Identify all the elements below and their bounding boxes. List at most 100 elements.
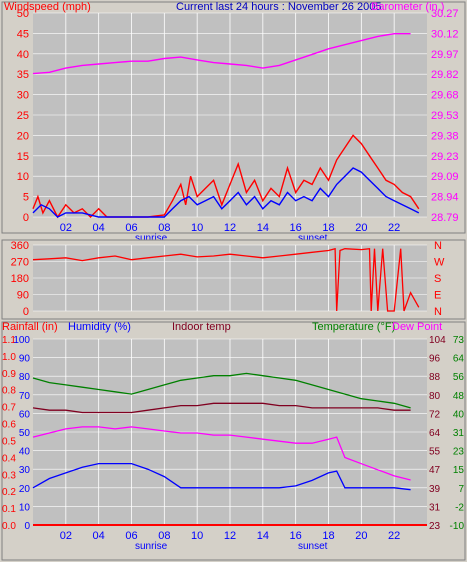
windspeed-tick-label: 20	[17, 130, 29, 142]
dewpoint-tick-label: 73	[453, 335, 465, 346]
hour-tick-label-bottom: 10	[191, 530, 203, 542]
rainfall-tick-label: 0.0	[2, 521, 16, 532]
humidity-tick-label: 100	[13, 335, 30, 346]
humidity-tick-label: 70	[19, 391, 31, 402]
temperature-tick-label: 47	[429, 465, 441, 476]
windspeed-tick-label: 15	[17, 151, 29, 163]
windspeed-tick-label: 50	[17, 8, 29, 20]
windspeed-tick-label: 25	[17, 110, 29, 122]
dew-point-axis-title: Dew Point	[392, 321, 442, 333]
temperature-tick-label: 31	[429, 502, 441, 513]
barometer-line	[32, 33, 411, 75]
temperature-tick-label: 23	[429, 521, 441, 532]
temperature-tick-label: 104	[429, 335, 446, 346]
barometer-axis-title: Barometer (in.)	[371, 1, 444, 13]
rainfall-tick-label: 0.2	[2, 487, 16, 498]
direction-degree-tick: 360	[11, 240, 29, 252]
hour-tick-label: 06	[125, 222, 137, 234]
windspeed-axis-title: Windspeed (mph)	[4, 1, 91, 13]
hour-tick-label-bottom: 06	[125, 530, 137, 542]
windspeed-tick-label: 35	[17, 69, 29, 81]
barometer-tick-label: 28.79	[431, 212, 459, 224]
direction-compass-tick: N	[434, 240, 442, 252]
hour-tick-label: 08	[158, 222, 170, 234]
temperature-tick-label: 88	[429, 372, 441, 383]
direction-degree-tick: 180	[11, 273, 29, 285]
rainfall-tick-label: 1.0	[2, 352, 16, 363]
temperature-tick-label: 72	[429, 409, 441, 420]
barometer-tick-label: 30.27	[431, 8, 459, 20]
hour-tick-label: 10	[191, 222, 203, 234]
humidity-tick-label: 30	[19, 465, 31, 476]
direction-compass-tick: E	[434, 290, 441, 302]
humidity-tick-label: 60	[19, 409, 31, 420]
hour-tick-label: 20	[355, 222, 367, 234]
barometer-tick-label: 29.68	[431, 90, 459, 102]
chart-title: Current last 24 hours : November 26 2005	[176, 1, 381, 13]
temp-humidity-panel: Rainfall (in) Humidity (%) Indoor temp T…	[1, 321, 466, 561]
hour-tick-label-bottom: 16	[290, 530, 302, 542]
hour-tick-label: 02	[60, 222, 72, 234]
windspeed-tick-label: 40	[17, 49, 29, 61]
rainfall-tick-label: 0.5	[2, 436, 16, 447]
rainfall-tick-label: 0.1	[2, 504, 16, 515]
hour-tick-label: 22	[388, 222, 400, 234]
humidity-tick-label: 50	[19, 428, 31, 439]
sunset-label-bottom: sunset	[298, 541, 328, 552]
barometer-tick-label: 29.97	[431, 49, 459, 61]
direction-degree-tick: 270	[11, 257, 29, 269]
direction-compass-tick: S	[434, 273, 441, 285]
hour-tick-label-bottom: 12	[224, 530, 236, 542]
hour-tick-label-bottom: 22	[388, 530, 400, 542]
temperature-line	[32, 372, 411, 409]
barometer-tick-label: 29.82	[431, 69, 459, 81]
sunrise-label-bottom: sunrise	[135, 541, 168, 552]
barometer-tick-label: 29.53	[431, 110, 459, 122]
rainfall-tick-label: 1.1	[2, 335, 16, 346]
dewpoint-tick-label: 64	[453, 354, 465, 365]
dewpoint-tick-label: 40	[453, 409, 465, 420]
dew-point-line	[32, 426, 411, 481]
hour-tick-label: 18	[322, 222, 334, 234]
barometer-tick-label: 29.09	[431, 171, 459, 183]
hour-tick-label: 12	[224, 222, 236, 234]
hour-tick-label-bottom: 08	[158, 530, 170, 542]
humidity-axis-title: Humidity (%)	[68, 321, 131, 333]
windspeed-tick-label: 10	[17, 171, 29, 183]
hour-tick-label: 14	[257, 222, 269, 234]
direction-degree-tick: 90	[17, 290, 29, 302]
wind-baro-panel: Windspeed (mph) Current last 24 hours : …	[1, 1, 466, 244]
hour-tick-label-bottom: 20	[355, 530, 367, 542]
dewpoint-tick-label: 56	[453, 372, 465, 383]
windspeed-tick-label: 30	[17, 90, 29, 102]
windspeed-tick-label: 45	[17, 28, 29, 40]
barometer-tick-label: 30.12	[431, 28, 459, 40]
barometer-tick-label: 28.94	[431, 192, 459, 204]
barometer-tick-label: 29.23	[431, 151, 459, 163]
windspeed-tick-label: 0	[23, 212, 29, 224]
direction-compass-tick: W	[434, 257, 445, 269]
temperature-axis-title: Temperature (°F)	[312, 321, 395, 333]
dewpoint-tick-label: 7	[458, 484, 464, 495]
dewpoint-tick-label: 48	[453, 391, 465, 402]
temperature-tick-label: 55	[429, 447, 441, 458]
humidity-tick-label: 40	[19, 447, 31, 458]
rainfall-tick-label: 0.9	[2, 369, 16, 380]
barometer-tick-label: 29.38	[431, 130, 459, 142]
wind-gust-line	[32, 167, 420, 218]
humidity-tick-label: 20	[19, 484, 31, 495]
dewpoint-tick-label: 15	[453, 465, 465, 476]
dewpoint-tick-label: 23	[453, 447, 465, 458]
direction-compass-tick: N	[434, 306, 442, 318]
temperature-tick-label: 96	[429, 354, 441, 365]
humidity-tick-label: 10	[19, 502, 31, 513]
hour-tick-label-bottom: 14	[257, 530, 269, 542]
rainfall-tick-label: 0.6	[2, 420, 16, 431]
temperature-tick-label: 39	[429, 484, 441, 495]
sunrise-label: sunrise	[135, 233, 168, 244]
humidity-tick-label: 0	[24, 521, 30, 532]
temperature-tick-label: 64	[429, 428, 441, 439]
temperature-tick-label: 80	[429, 391, 441, 402]
